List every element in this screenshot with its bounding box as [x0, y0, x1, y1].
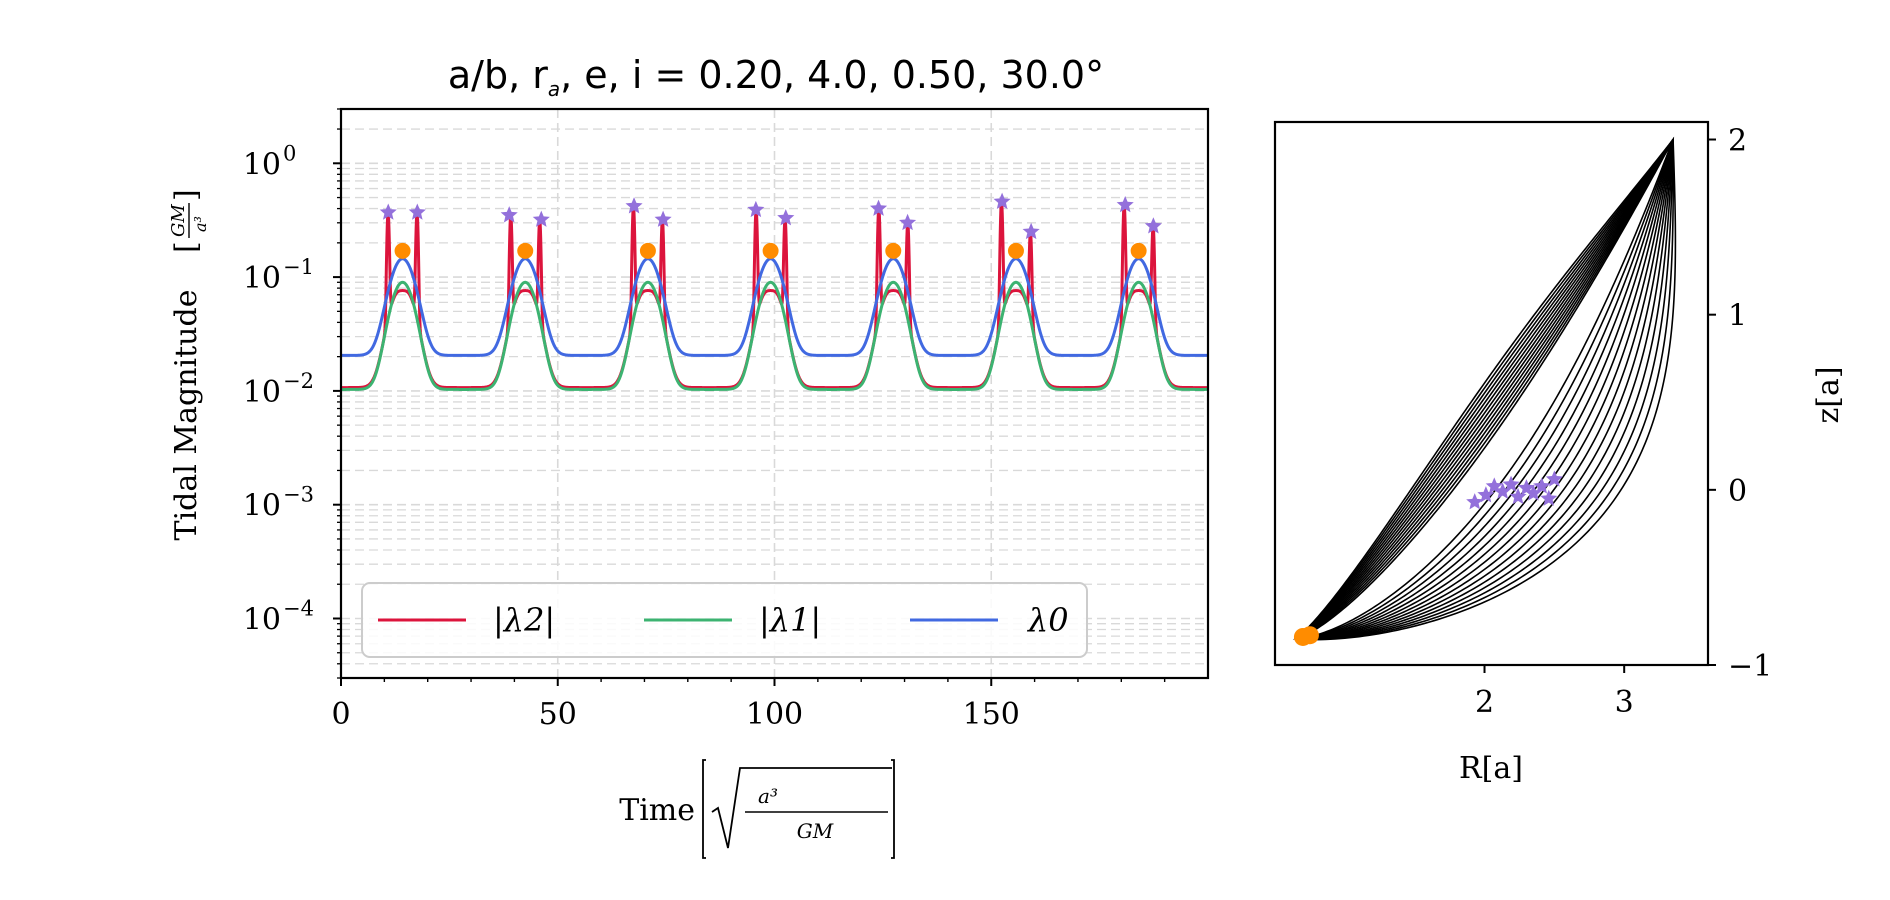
star-marker	[654, 210, 672, 227]
svg-text:GM: GM	[168, 204, 189, 237]
y-tick-label: 10	[243, 602, 281, 637]
star-marker	[1144, 217, 1162, 234]
y-tick-label: 10	[243, 147, 281, 182]
orbit-star-marker	[1524, 484, 1542, 501]
orbit-star-marker	[1466, 493, 1484, 510]
svg-text:GM: GM	[797, 819, 834, 843]
orbit-star-marker	[1509, 487, 1527, 505]
orbit-x-tick-label: 2	[1475, 685, 1494, 720]
star-marker	[532, 210, 550, 227]
y-tick-label: 10	[243, 489, 281, 524]
series-line-lambda1	[341, 280, 1208, 391]
orbit-y-ticks: −1 0 1 2	[1708, 124, 1772, 684]
orbit-x-label: R[a]	[1459, 751, 1523, 786]
x-tick-label: 50	[539, 697, 577, 732]
orbit-y-label: z[a]	[1811, 366, 1846, 423]
chart-title: a/b, ra, e, i = 0.20, 4.0, 0.50, 30.0°	[448, 53, 1104, 101]
star-marker	[1116, 196, 1134, 213]
x-tick-label: 100	[746, 697, 803, 732]
y-tick-label: 10	[243, 261, 281, 296]
legend-label-lambda1: |λ1|	[759, 601, 821, 639]
orbit-y-tick-label: −1	[1728, 649, 1772, 684]
star-marker	[625, 197, 643, 214]
timeseries-lines	[341, 198, 1209, 391]
legend-label-lambda0: λ0	[1026, 601, 1069, 639]
legend: |λ2| |λ1| λ0	[361, 582, 1088, 658]
x-tick-label: 0	[331, 697, 350, 732]
svg-text:a³: a³	[191, 216, 210, 232]
orbit-x-tick-label: 3	[1615, 685, 1634, 720]
orbit-star-marker	[1540, 489, 1558, 506]
timeseries-markers	[379, 192, 1162, 259]
orbit-y-tick-label: 2	[1728, 124, 1747, 159]
dot-marker	[639, 242, 656, 259]
legend-label-lambda2: |λ2|	[493, 601, 555, 639]
star-marker	[1022, 222, 1040, 240]
dot-marker	[1007, 242, 1024, 259]
x-tick-label: 150	[963, 697, 1020, 732]
timeseries-x-ticks: 0 50 100 150	[331, 678, 1166, 732]
y-tick-exponent: −3	[283, 483, 314, 507]
y-tick-exponent: 0	[283, 141, 296, 165]
orbit-star-marker	[1502, 475, 1520, 492]
series-line-lambda0	[341, 257, 1209, 357]
orbit-loop	[1293, 137, 1677, 641]
orbit-star-marker	[1533, 477, 1551, 494]
star-marker	[993, 192, 1011, 209]
orbit-markers	[1293, 470, 1563, 646]
svg-text:a³: a³	[758, 784, 778, 808]
star-marker	[747, 200, 765, 218]
orbit-y-tick-label: 1	[1728, 299, 1747, 334]
y-tick-exponent: −2	[283, 369, 314, 393]
svg-text:Tidal Magnitude: Tidal Magnitude	[169, 290, 204, 541]
y-tick-label: 10	[243, 375, 281, 410]
y-tick-exponent: −1	[283, 255, 314, 279]
orbit-dot-marker	[1300, 626, 1319, 645]
dot-marker	[517, 242, 534, 259]
timeseries-y-label: Tidal Magnitude [ GM a³ ]	[168, 189, 210, 540]
orbit-star-marker	[1545, 470, 1563, 487]
orbit-star-marker	[1494, 482, 1512, 499]
orbit-curves	[1292, 136, 1677, 641]
series-line-lambda2	[341, 198, 1208, 390]
svg-text:[: [	[169, 241, 204, 253]
orbit-star-marker	[1477, 486, 1495, 503]
star-marker	[500, 206, 518, 223]
star-marker	[379, 203, 397, 220]
star-marker	[408, 203, 426, 220]
dot-marker	[394, 242, 411, 259]
orbit-y-tick-label: 0	[1728, 474, 1747, 509]
star-marker	[899, 213, 917, 231]
svg-text:Time: Time	[619, 793, 695, 828]
star-marker	[777, 209, 795, 226]
dot-marker	[885, 242, 902, 259]
timeseries-x-label: Time a³ GM	[619, 759, 895, 859]
star-marker	[869, 199, 888, 216]
y-tick-exponent: −4	[283, 596, 314, 620]
dot-marker	[762, 242, 779, 259]
dot-marker	[1130, 242, 1147, 259]
orbit-frame	[1273, 120, 1710, 667]
svg-text:]: ]	[169, 189, 204, 201]
